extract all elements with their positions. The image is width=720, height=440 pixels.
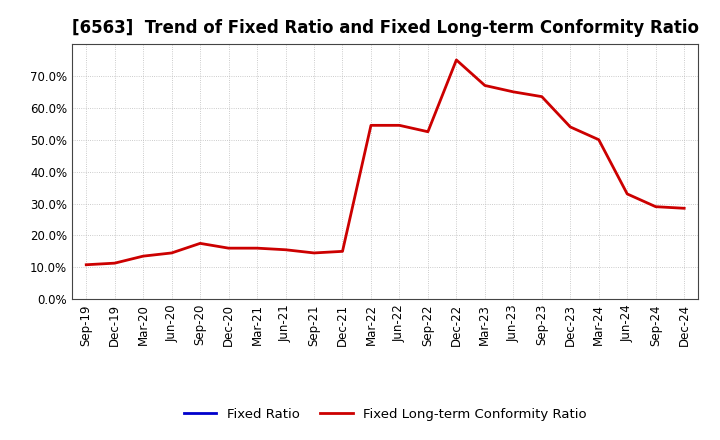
Fixed Long-term Conformity Ratio <box>366 123 375 128</box>
Title: [6563]  Trend of Fixed Ratio and Fixed Long-term Conformity Ratio: [6563] Trend of Fixed Ratio and Fixed Lo… <box>72 19 698 37</box>
Fixed Long-term Conformity Ratio <box>253 246 261 251</box>
Fixed Long-term Conformity Ratio <box>537 94 546 99</box>
Fixed Long-term Conformity Ratio <box>509 89 518 95</box>
Fixed Long-term Conformity Ratio <box>225 246 233 251</box>
Fixed Long-term Conformity Ratio <box>139 253 148 259</box>
Fixed Long-term Conformity Ratio <box>566 124 575 129</box>
Fixed Long-term Conformity Ratio <box>282 247 290 253</box>
Fixed Long-term Conformity Ratio <box>395 123 404 128</box>
Fixed Long-term Conformity Ratio <box>167 250 176 256</box>
Fixed Long-term Conformity Ratio <box>452 57 461 62</box>
Fixed Long-term Conformity Ratio <box>652 204 660 209</box>
Line: Fixed Long-term Conformity Ratio: Fixed Long-term Conformity Ratio <box>86 60 684 265</box>
Fixed Long-term Conformity Ratio <box>110 260 119 266</box>
Legend: Fixed Ratio, Fixed Long-term Conformity Ratio: Fixed Ratio, Fixed Long-term Conformity … <box>179 403 592 426</box>
Fixed Long-term Conformity Ratio <box>480 83 489 88</box>
Fixed Long-term Conformity Ratio <box>423 129 432 134</box>
Fixed Long-term Conformity Ratio <box>338 249 347 254</box>
Fixed Long-term Conformity Ratio <box>310 250 318 256</box>
Fixed Long-term Conformity Ratio <box>82 262 91 268</box>
Fixed Long-term Conformity Ratio <box>595 137 603 142</box>
Fixed Long-term Conformity Ratio <box>623 191 631 197</box>
Fixed Long-term Conformity Ratio <box>196 241 204 246</box>
Fixed Long-term Conformity Ratio <box>680 205 688 211</box>
